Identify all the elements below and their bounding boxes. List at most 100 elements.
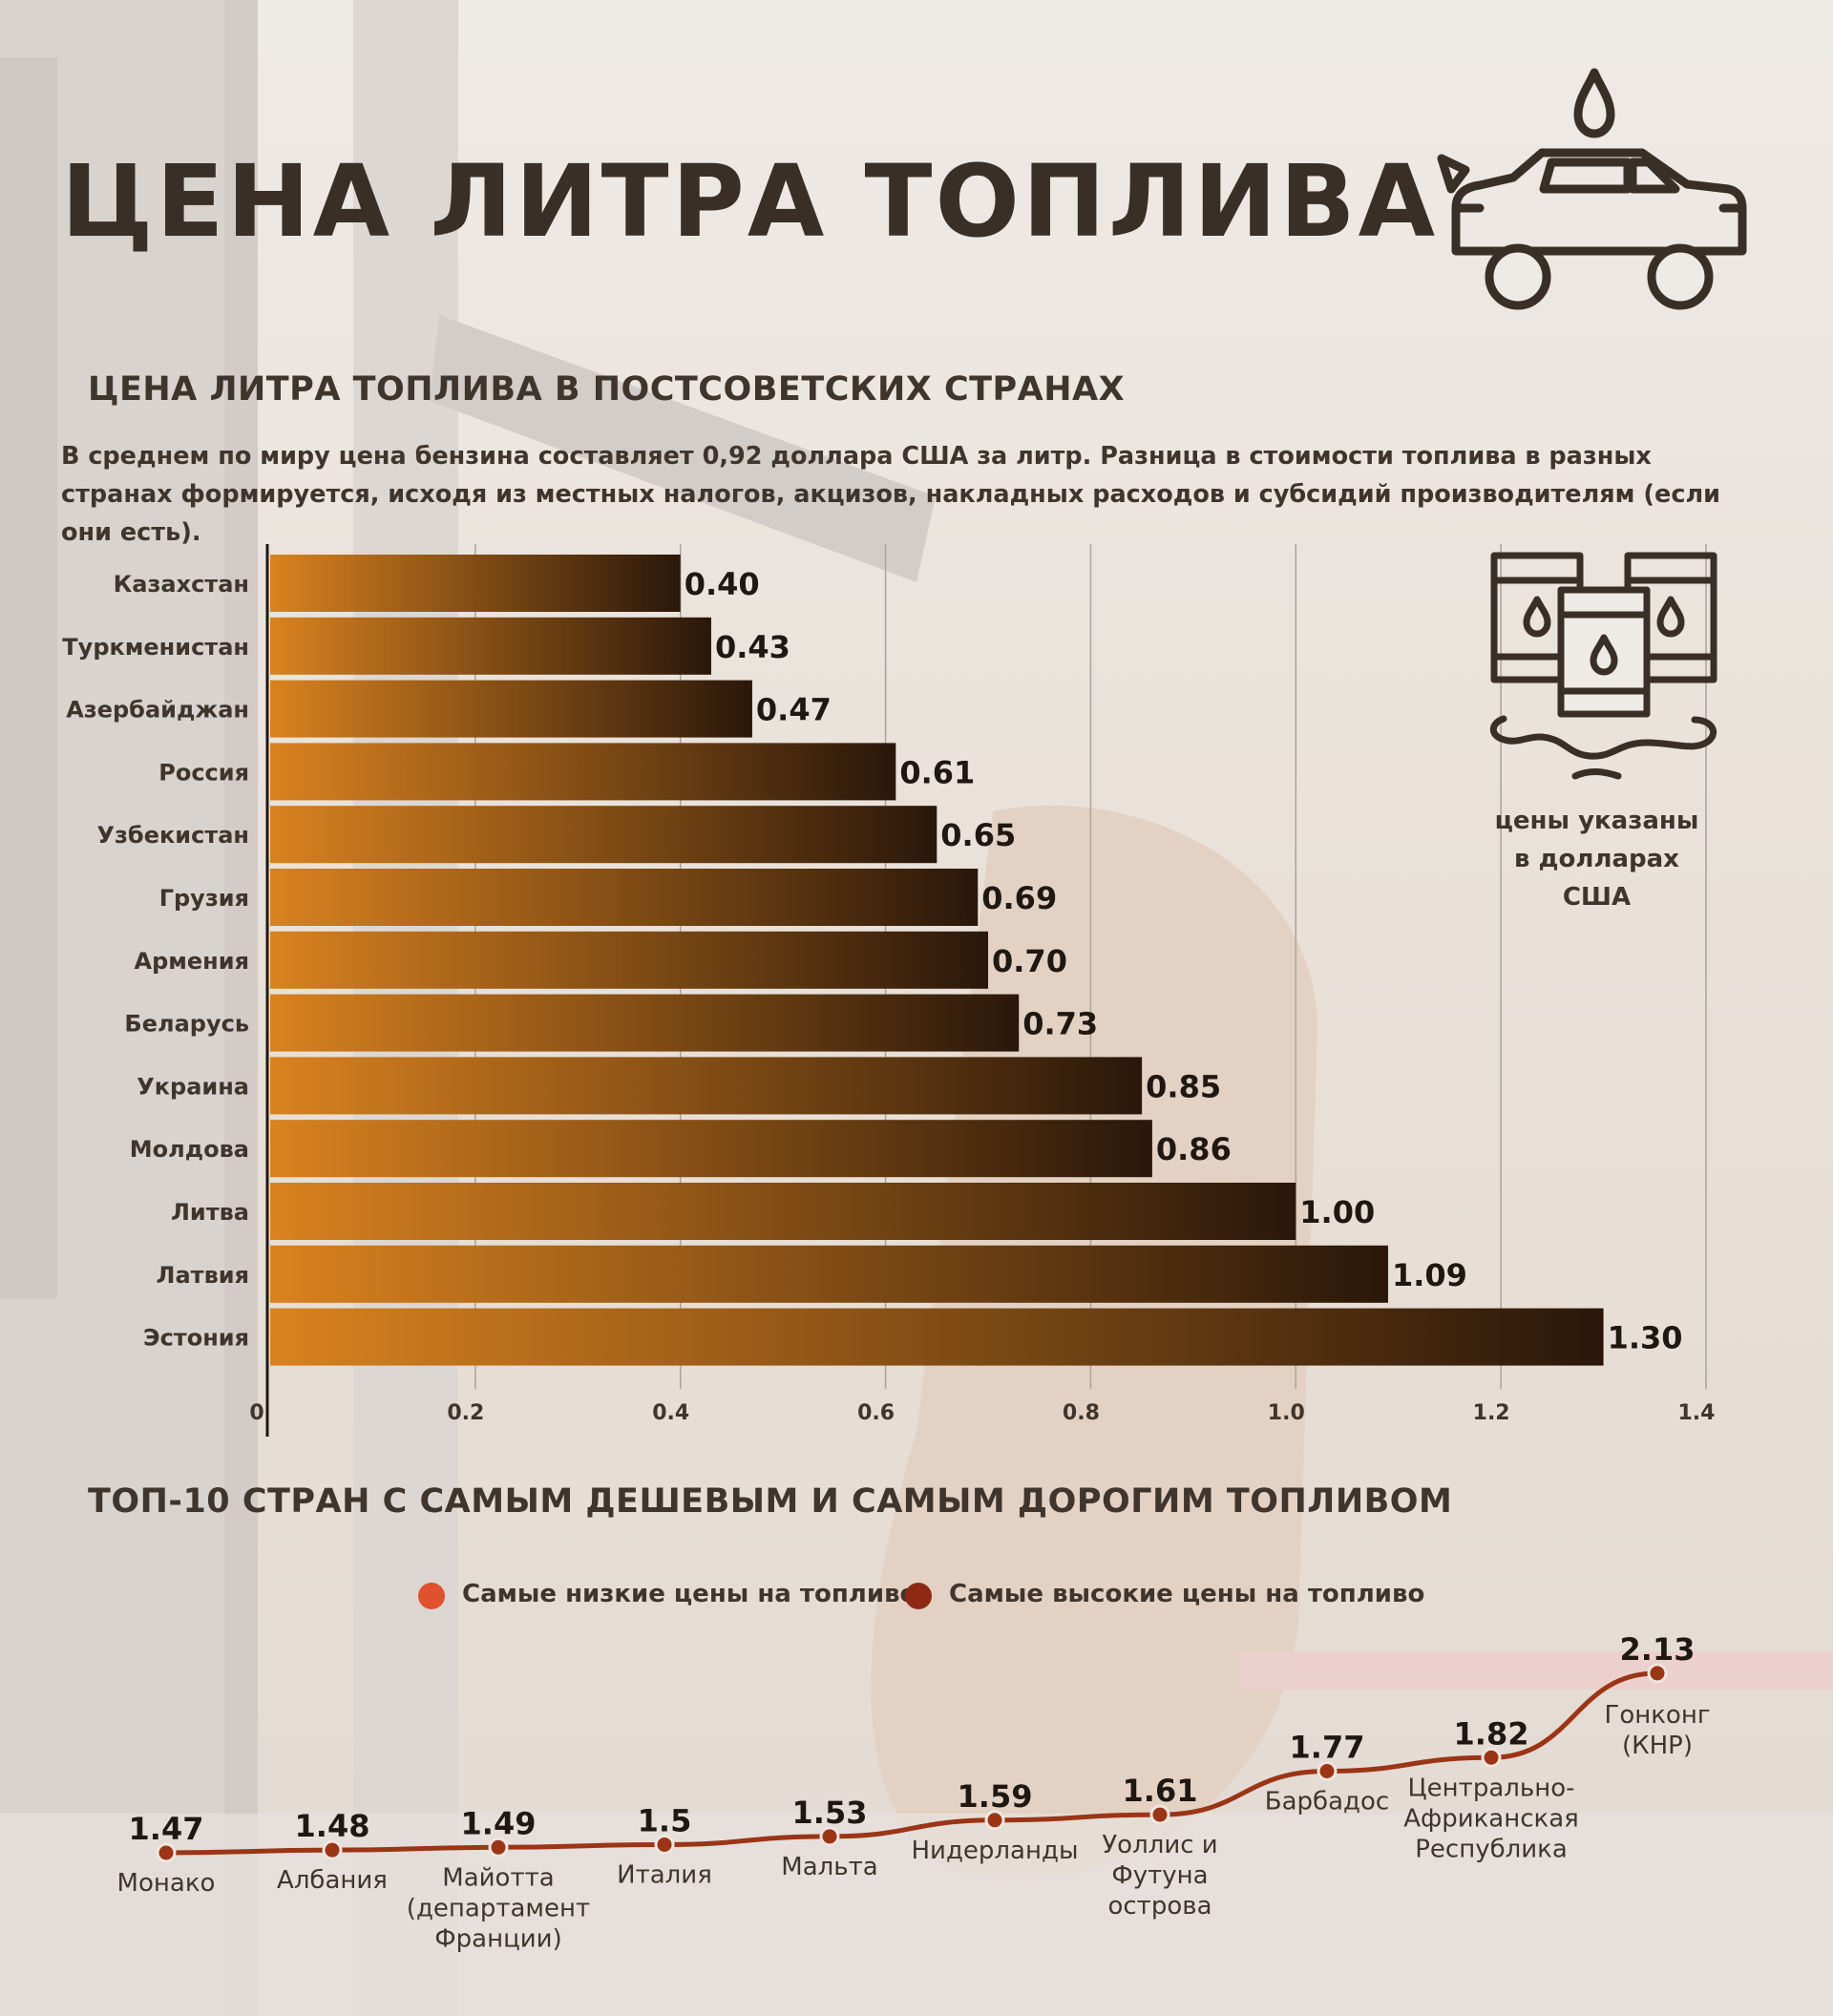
bar-category-label: Туркменистан bbox=[62, 634, 249, 661]
currency-note-line: в долларах bbox=[1514, 845, 1679, 873]
bar bbox=[270, 1245, 1388, 1303]
main-title: ЦЕНА ЛИТРА ТОПЛИВА bbox=[61, 143, 1439, 260]
bar-category-label: Азербайджан bbox=[66, 697, 249, 724]
line-point bbox=[156, 1842, 177, 1863]
bar bbox=[270, 1120, 1152, 1178]
bar-category-label: Казахстан bbox=[114, 571, 249, 598]
bar-axis-tick-label: 1.4 bbox=[1678, 1401, 1716, 1425]
legend-label-high: Самые высокие цены на топливо bbox=[949, 1580, 1425, 1608]
line-value-label: 1.5 bbox=[638, 1802, 692, 1838]
bar-category-label: Украина bbox=[137, 1073, 249, 1100]
bar-value-label: 1.00 bbox=[1299, 1194, 1375, 1230]
line-value-label: 1.49 bbox=[461, 1805, 537, 1841]
currency-note: цены указаны в долларах США bbox=[1451, 802, 1742, 916]
bar bbox=[270, 1057, 1143, 1115]
line-category-label: Монако bbox=[117, 1869, 216, 1898]
line-category-label: Гонконг bbox=[1604, 1701, 1710, 1730]
bar-category-label: Молдова bbox=[130, 1136, 249, 1163]
bar-axis-tick-label: 0.6 bbox=[857, 1401, 895, 1425]
bar-value-label: 1.09 bbox=[1392, 1257, 1467, 1293]
bar bbox=[270, 743, 896, 801]
top10-line-chart: 1.47 1.48 1.49 1.5 1.53 1.59 1.611.77 1.822.13 … bbox=[117, 1631, 1711, 1953]
line-category-label: Франции) bbox=[434, 1924, 561, 1953]
legend-dot-high bbox=[905, 1583, 932, 1609]
section2-title: ТОП-10 СТРАН С САМЫМ ДЕШЕВЫМ И САМЫМ ДОР… bbox=[88, 1482, 1453, 1521]
line-value-label: 2.13 bbox=[1620, 1631, 1696, 1668]
bar bbox=[270, 806, 938, 864]
line-point bbox=[1317, 1761, 1338, 1781]
bar-category-label: Узбекистан bbox=[96, 822, 249, 849]
line-value-label: 1.47 bbox=[129, 1811, 204, 1847]
bar-value-label: 0.85 bbox=[1146, 1068, 1221, 1104]
bar-value-label: 0.43 bbox=[715, 629, 790, 665]
bar-category-label: Латвия bbox=[157, 1262, 249, 1289]
bar-value-label: 0.40 bbox=[685, 566, 760, 602]
car-fuel-icon bbox=[1437, 68, 1747, 310]
line-point bbox=[1481, 1747, 1502, 1768]
bar-category-label: Литва bbox=[171, 1199, 249, 1226]
bar-value-label: 0.69 bbox=[981, 880, 1057, 916]
line-category-label: острова bbox=[1107, 1892, 1211, 1921]
fuel-barrels-icon bbox=[1489, 552, 1717, 780]
line-point bbox=[1149, 1804, 1170, 1825]
bar-axis-tick-label: 0.8 bbox=[1063, 1401, 1100, 1425]
line-point bbox=[488, 1837, 509, 1858]
bar-value-label: 0.47 bbox=[756, 692, 832, 728]
bar bbox=[270, 931, 988, 989]
line-value-label: 1.61 bbox=[1123, 1773, 1198, 1809]
bar-axis-tick-label: 0.2 bbox=[447, 1401, 484, 1425]
line-value-label: 1.53 bbox=[792, 1795, 868, 1831]
bar-axis-tick-label: 0 bbox=[249, 1401, 263, 1425]
bar bbox=[270, 555, 681, 612]
line-category-label: Уоллис и bbox=[1102, 1831, 1217, 1859]
bar-axis-tick-label: 1.2 bbox=[1473, 1401, 1510, 1425]
line-value-label: 1.59 bbox=[958, 1778, 1033, 1815]
bar bbox=[270, 617, 711, 675]
bar-category-label: Беларусь bbox=[124, 1011, 249, 1038]
line-category-label: (департамент bbox=[407, 1894, 590, 1922]
bar-axis-tick-label: 1.0 bbox=[1268, 1401, 1305, 1425]
line-category-label: Мальта bbox=[781, 1853, 877, 1881]
line-category-label: Африканская bbox=[1403, 1804, 1579, 1833]
bar-value-label: 0.73 bbox=[1022, 1006, 1098, 1042]
line-category-label: Италия bbox=[617, 1860, 712, 1889]
line-category-label: Майотта bbox=[442, 1863, 554, 1892]
line-category-label: (КНР) bbox=[1622, 1732, 1693, 1760]
line-point bbox=[984, 1810, 1005, 1831]
line-point bbox=[819, 1826, 840, 1847]
section1-title: ЦЕНА ЛИТРА ТОПЛИВА В ПОСТСОВЕТСКИХ СТРАН… bbox=[88, 370, 1126, 409]
currency-note-line: цены указаны bbox=[1494, 807, 1699, 835]
line-point bbox=[654, 1834, 675, 1855]
line-value-label: 1.82 bbox=[1454, 1715, 1529, 1752]
bar bbox=[270, 1308, 1604, 1366]
bar bbox=[270, 680, 752, 738]
bar-axis-tick-label: 0.4 bbox=[652, 1401, 689, 1425]
legend-label-low: Самые низкие цены на топливо bbox=[462, 1580, 917, 1608]
line-category-label: Албания bbox=[277, 1866, 388, 1895]
bar-category-label: Эстония bbox=[143, 1325, 249, 1352]
bar-value-label: 0.61 bbox=[899, 754, 975, 790]
bar-value-label: 0.86 bbox=[1156, 1131, 1232, 1167]
line-point bbox=[1647, 1663, 1668, 1684]
bar bbox=[270, 994, 1020, 1052]
line-point bbox=[322, 1839, 343, 1860]
currency-note-line: США bbox=[1562, 883, 1632, 912]
bar-category-label: Грузия bbox=[159, 885, 249, 912]
line-category-label: Нидерланды bbox=[912, 1837, 1079, 1865]
fuel-price-bar-chart: Казахстан Туркменистан Азербайджан Россия Уз… bbox=[62, 544, 1716, 1437]
line-category-label: Футуна bbox=[1111, 1861, 1208, 1890]
line-value-label: 1.77 bbox=[1290, 1730, 1365, 1766]
bar-value-label: 0.65 bbox=[940, 817, 1016, 853]
bar bbox=[270, 1183, 1296, 1240]
line-category-label: Барбадос bbox=[1265, 1788, 1389, 1816]
legend-dot-low bbox=[418, 1583, 445, 1609]
line-category-label: Республика bbox=[1415, 1835, 1568, 1863]
line-category-label: Центрально- bbox=[1408, 1774, 1575, 1802]
line-series bbox=[165, 1670, 1658, 1856]
bar-category-label: Армения bbox=[135, 948, 249, 975]
bar-value-label: 1.30 bbox=[1608, 1320, 1683, 1356]
bar-value-label: 0.70 bbox=[992, 943, 1067, 979]
bar bbox=[270, 869, 979, 926]
section1-description: В среднем по миру цена бензина составляе… bbox=[61, 442, 1720, 547]
line-value-label: 1.48 bbox=[295, 1808, 370, 1844]
